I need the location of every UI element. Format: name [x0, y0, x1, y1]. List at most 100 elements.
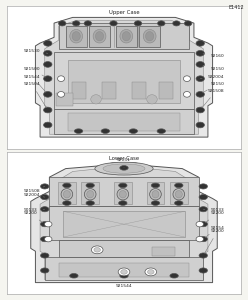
Ellipse shape [150, 188, 161, 200]
Text: 922004: 922004 [24, 193, 45, 197]
Bar [89, 26, 110, 46]
Text: OEM: OEM [96, 199, 152, 218]
Ellipse shape [63, 201, 71, 206]
Ellipse shape [72, 32, 80, 41]
Ellipse shape [84, 21, 92, 26]
Ellipse shape [184, 21, 192, 26]
Bar [63, 211, 185, 237]
Ellipse shape [122, 32, 130, 41]
Ellipse shape [44, 122, 52, 128]
Bar [54, 52, 194, 109]
Ellipse shape [120, 29, 133, 43]
Ellipse shape [86, 183, 94, 188]
Ellipse shape [44, 221, 52, 227]
Ellipse shape [199, 194, 208, 200]
Ellipse shape [199, 184, 208, 189]
Ellipse shape [120, 166, 128, 170]
Ellipse shape [58, 92, 64, 97]
Ellipse shape [40, 268, 49, 273]
Bar [116, 26, 137, 46]
Text: 921544: 921544 [116, 284, 132, 288]
Ellipse shape [199, 268, 208, 273]
Text: Lower Case: Lower Case [109, 156, 139, 161]
Polygon shape [45, 20, 203, 134]
Text: 92154: 92154 [205, 226, 224, 237]
Ellipse shape [196, 76, 204, 82]
Polygon shape [35, 17, 213, 137]
Ellipse shape [61, 188, 73, 200]
Ellipse shape [196, 236, 204, 242]
Ellipse shape [40, 237, 49, 242]
Ellipse shape [101, 129, 110, 134]
Ellipse shape [44, 92, 52, 97]
Ellipse shape [44, 61, 52, 67]
Ellipse shape [175, 183, 183, 188]
Bar [147, 182, 164, 204]
Ellipse shape [196, 92, 204, 97]
Text: 92200: 92200 [206, 212, 224, 223]
Ellipse shape [95, 162, 153, 175]
Ellipse shape [157, 21, 165, 26]
Ellipse shape [184, 76, 190, 82]
Text: 921544: 921544 [24, 74, 46, 92]
Bar [114, 182, 132, 204]
Ellipse shape [175, 201, 183, 206]
Text: 92150: 92150 [203, 65, 224, 71]
Text: Upper Case: Upper Case [109, 10, 139, 15]
Bar [66, 26, 87, 46]
Bar [58, 182, 76, 204]
Text: 922004: 922004 [200, 74, 224, 79]
Ellipse shape [119, 190, 126, 198]
Ellipse shape [40, 222, 49, 227]
Ellipse shape [40, 207, 49, 212]
Ellipse shape [63, 183, 71, 188]
Ellipse shape [94, 248, 100, 252]
Bar [71, 82, 86, 99]
Ellipse shape [95, 32, 104, 41]
Ellipse shape [44, 50, 52, 56]
Text: 92160: 92160 [203, 54, 224, 58]
Text: 92200: 92200 [205, 229, 224, 253]
Ellipse shape [103, 164, 145, 173]
Ellipse shape [196, 61, 204, 67]
Ellipse shape [63, 190, 70, 198]
Ellipse shape [119, 183, 127, 188]
Ellipse shape [175, 190, 182, 198]
Bar [152, 247, 175, 256]
Ellipse shape [199, 222, 208, 227]
Ellipse shape [145, 268, 157, 276]
Text: 90133: 90133 [24, 208, 45, 212]
Ellipse shape [152, 190, 159, 198]
Ellipse shape [196, 40, 204, 46]
Text: 921530: 921530 [24, 49, 48, 53]
Bar [102, 82, 116, 99]
Ellipse shape [86, 201, 94, 206]
Ellipse shape [143, 29, 156, 43]
Ellipse shape [184, 92, 190, 97]
Ellipse shape [129, 129, 138, 134]
Text: E1412: E1412 [229, 5, 244, 10]
Ellipse shape [196, 107, 204, 113]
Ellipse shape [74, 129, 83, 134]
Ellipse shape [147, 95, 157, 104]
Ellipse shape [44, 76, 52, 82]
Text: MOTORPARTS: MOTORPARTS [94, 215, 154, 224]
Bar [49, 177, 199, 206]
Ellipse shape [173, 188, 185, 200]
Ellipse shape [40, 253, 49, 258]
Ellipse shape [87, 190, 94, 198]
Ellipse shape [110, 21, 117, 26]
Ellipse shape [118, 268, 130, 276]
Ellipse shape [44, 236, 52, 242]
Ellipse shape [157, 129, 165, 134]
Ellipse shape [146, 32, 154, 41]
Ellipse shape [151, 201, 160, 206]
Ellipse shape [93, 29, 106, 43]
Ellipse shape [196, 50, 204, 56]
Text: 921508: 921508 [24, 186, 45, 194]
Ellipse shape [170, 274, 178, 278]
Ellipse shape [84, 188, 96, 200]
Ellipse shape [119, 201, 127, 206]
Ellipse shape [58, 76, 64, 82]
Text: 92151: 92151 [117, 158, 131, 168]
